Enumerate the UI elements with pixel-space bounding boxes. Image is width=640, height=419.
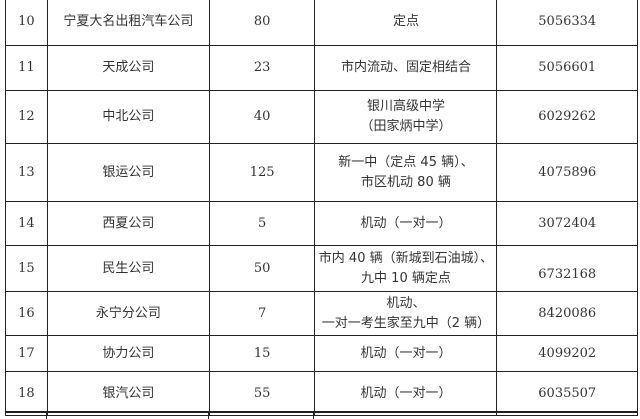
phone-number: 8420086 bbox=[496, 291, 638, 336]
company-name: 西夏公司 bbox=[46, 201, 210, 246]
vehicle-count: 80 bbox=[208, 0, 316, 46]
service-mode: 市内流动、固定相结合 bbox=[314, 45, 498, 91]
phone-number: 6732168 bbox=[496, 245, 638, 292]
vehicle-count: 40 bbox=[208, 90, 316, 144]
service-mode-line: 市内 40 辆（新城到石油城）、 bbox=[318, 250, 494, 266]
phone-number: 6035507 bbox=[496, 371, 638, 416]
service-mode: 机动（一对一） bbox=[314, 335, 498, 372]
service-mode-line: 九中 10 辆定点 bbox=[361, 270, 451, 286]
phone-number: 5056334 bbox=[496, 0, 638, 46]
service-mode-line: 新一中（定点 45 辆）、 bbox=[338, 154, 474, 170]
company-name: 民生公司 bbox=[46, 245, 210, 292]
company-name: 银汽公司 bbox=[46, 371, 210, 416]
service-mode-line: 机动（一对一） bbox=[360, 385, 452, 401]
service-mode-line: 机动（一对一） bbox=[360, 345, 452, 361]
company-name: 中北公司 bbox=[46, 90, 210, 144]
table-row: 15 民生公司 50 市内 40 辆（新城到石油城）、 九中 10 辆定点 6732168 bbox=[5, 245, 638, 292]
service-mode-line: 机动（一对一） bbox=[360, 215, 452, 231]
service-mode-line: 市内流动、固定相结合 bbox=[340, 60, 471, 75]
phone-number: 3072404 bbox=[496, 201, 638, 246]
vehicle-count: 23 bbox=[208, 45, 316, 91]
vehicle-count: 125 bbox=[208, 143, 316, 202]
taxi-company-table: 10 宁夏大名出租汽车公司 80 定点 5056334 11 天成公司 23 市内流动、固定相结… bbox=[5, 0, 638, 416]
table-bottom-edge bbox=[5, 411, 638, 419]
row-number: 15 bbox=[5, 245, 48, 292]
service-mode: 机动（一对一） bbox=[314, 201, 498, 246]
row-number: 11 bbox=[5, 45, 48, 91]
service-mode-line: 市区机动 80 辆 bbox=[361, 174, 451, 190]
row-number: 17 bbox=[5, 335, 48, 372]
table-row: 16 永宁分公司 7 机动、 一对一考生家至九中（2 辆） 8420086 bbox=[5, 291, 638, 336]
phone-number: 4099202 bbox=[496, 335, 638, 372]
service-mode: 银川高级中学 （田家炳中学） bbox=[314, 90, 498, 144]
service-mode: 定点 bbox=[314, 0, 498, 46]
table-row: 17 协力公司 15 机动（一对一） 4099202 bbox=[5, 335, 638, 372]
table-row: 13 银运公司 125 新一中（定点 45 辆）、 市区机动 80 辆 4075896 bbox=[5, 143, 638, 202]
row-number: 10 bbox=[5, 0, 48, 46]
vehicle-count: 7 bbox=[208, 291, 316, 336]
vehicle-count: 55 bbox=[208, 371, 316, 416]
service-mode-line: 银川高级中学 bbox=[366, 99, 445, 114]
service-mode: 市内 40 辆（新城到石油城）、 九中 10 辆定点 bbox=[314, 245, 498, 292]
service-mode-line: 一对一考生家至九中（2 辆） bbox=[321, 315, 491, 331]
vehicle-count: 50 bbox=[208, 245, 316, 292]
service-mode: 机动、一对一考生家至九中（2 辆） bbox=[314, 291, 498, 336]
company-name: 银运公司 bbox=[46, 143, 210, 202]
company-name: 永宁分公司 bbox=[46, 291, 210, 336]
phone-number: 4075896 bbox=[496, 143, 638, 202]
service-mode-line: 定点 bbox=[392, 14, 419, 29]
table-row: 14 西夏公司 5 机动（一对一） 3072404 bbox=[5, 201, 638, 246]
table-row: 11 天成公司 23 市内流动、固定相结合 5056601 bbox=[5, 45, 638, 91]
service-mode: 新一中（定点 45 辆）、 市区机动 80 辆 bbox=[314, 143, 498, 202]
company-name: 天成公司 bbox=[46, 45, 210, 91]
table-row: 12 中北公司 40 银川高级中学 （田家炳中学） 6029262 bbox=[5, 90, 638, 144]
service-mode: 机动（一对一） bbox=[314, 371, 498, 416]
phone-number: 5056601 bbox=[496, 45, 638, 91]
vehicle-count: 15 bbox=[208, 335, 316, 372]
phone-number: 6029262 bbox=[496, 90, 638, 144]
row-number: 14 bbox=[5, 201, 48, 246]
vehicle-count: 5 bbox=[208, 201, 316, 246]
company-name: 协力公司 bbox=[46, 335, 210, 372]
row-number: 18 bbox=[5, 371, 48, 416]
table-row: 18 银汽公司 55 机动（一对一） 6035507 bbox=[5, 371, 638, 416]
row-number: 13 bbox=[5, 143, 48, 202]
company-name: 宁夏大名出租汽车公司 bbox=[46, 0, 210, 46]
table-row: 10 宁夏大名出租汽车公司 80 定点 5056334 bbox=[5, 0, 638, 46]
row-number: 12 bbox=[5, 90, 48, 144]
service-mode-line: 机动、 bbox=[386, 295, 426, 311]
row-number: 16 bbox=[5, 291, 48, 336]
service-mode-line: （田家炳中学） bbox=[360, 119, 452, 134]
